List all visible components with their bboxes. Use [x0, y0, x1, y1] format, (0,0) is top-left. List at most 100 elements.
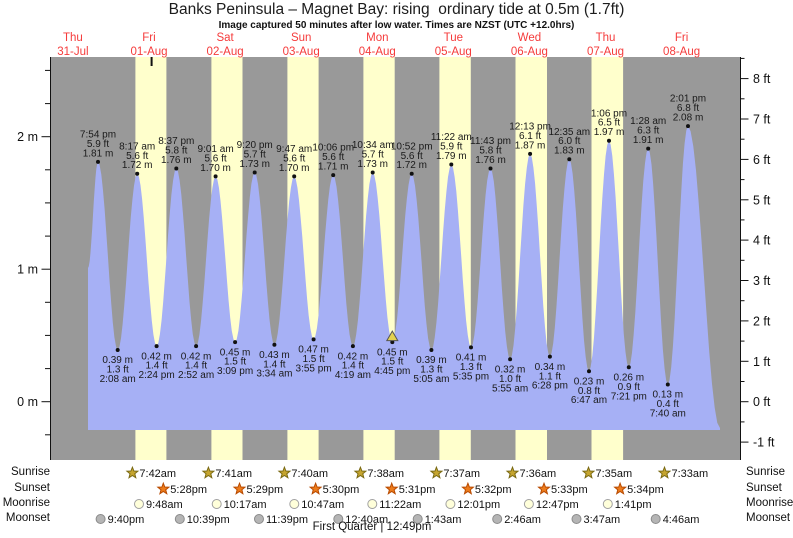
sunset-time-label: 5:30pm	[323, 484, 360, 496]
sunset-time-label: 5:33pm	[551, 484, 588, 496]
tide-low-label: 1.4 ft	[263, 359, 285, 370]
tide-high-label: 5.8 ft	[165, 146, 187, 157]
tide-point-dot	[469, 345, 473, 350]
chart-title: Banks Peninsula – Magnet Bay: rising ord…	[168, 1, 625, 18]
sunrise-time-label: 7:41am	[215, 468, 252, 480]
sunset-time-label: 5:28pm	[170, 484, 207, 496]
tide-point-dot	[233, 340, 238, 345]
moonrise-circle-icon	[134, 499, 144, 509]
moon-phase-label: First Quarter | 12:49pm	[312, 521, 432, 533]
moonrise-time-label: 10:47am	[301, 499, 344, 511]
sunset-row-label-left: Sunset	[14, 482, 50, 494]
tide-low-label: 1.4 ft	[145, 361, 167, 372]
moonset-time-label: 9:40pm	[108, 514, 145, 526]
moonrise-circle-icon	[289, 499, 300, 509]
tide-high-label: 1.72 m	[122, 160, 153, 171]
tide-high-label: 5.8 ft	[479, 146, 501, 157]
sunset-star-icon	[156, 481, 171, 495]
tide-high-label: 6.8 ft	[677, 103, 699, 114]
tide-high-label: 10:34 am	[352, 140, 394, 151]
tide-point-dot	[567, 157, 572, 162]
sunrise-time-label: 7:37am	[443, 468, 480, 480]
right-axis-tick-label: 2 ft	[753, 314, 771, 328]
right-axis-tick-label: 7 ft	[753, 113, 771, 127]
moonset-time-label: 4:46am	[663, 514, 700, 526]
sunrise-time-label: 7:38am	[367, 468, 404, 480]
tide-low-label: 0.9 ft	[618, 382, 640, 393]
day-date-label: 05-Aug	[435, 46, 472, 58]
moonset-time-label: 3:47am	[584, 514, 621, 526]
sunset-star-icon	[461, 481, 475, 495]
moonrise-time-label: 9:48am	[146, 499, 183, 511]
moonset-circle-icon	[492, 514, 503, 524]
chart-subtitle: Image captured 50 minutes after low wate…	[218, 20, 575, 31]
tide-low-label: 0.45 m	[220, 347, 251, 358]
tide-high-label: 1.76 m	[161, 155, 192, 166]
day-date-label: 02-Aug	[207, 46, 244, 58]
tide-low-label: 0.8 ft	[578, 386, 600, 397]
sunrise-star-icon	[201, 465, 216, 479]
tide-low-label: 0.32 m	[495, 365, 526, 376]
tide-point-dot	[194, 344, 199, 349]
tide-point-dot	[331, 173, 336, 178]
tide-high-label: 7:54 pm	[80, 130, 116, 141]
tide-low-label: 1.3 ft	[420, 365, 442, 376]
sunset-star-icon	[613, 481, 628, 495]
tide-low-label: 0.23 m	[574, 376, 605, 387]
tide-high-label: 5.9 ft	[87, 139, 109, 150]
sunrise-time-label: 7:42am	[139, 468, 176, 480]
tide-point-dot	[272, 342, 277, 347]
tide-low-label: 0.42 m	[141, 351, 172, 362]
moonset-time-label: 1:43am	[425, 514, 462, 526]
sunrise-star-icon	[657, 465, 672, 479]
day-name-label: Fri	[675, 32, 688, 44]
tide-high-label: 5.7 ft	[244, 150, 266, 161]
tide-low-label: 2:24 pm	[139, 370, 175, 381]
right-axis-tick-label: -1 ft	[753, 436, 775, 450]
tide-high-label: 1.97 m	[594, 127, 625, 138]
moonset-circle-icon	[412, 514, 423, 524]
tide-low-label: 1.4 ft	[342, 361, 364, 372]
moonrise-time-label: 10:17am	[224, 499, 267, 511]
tide-low-label: 0.26 m	[614, 372, 645, 383]
moonset-circle-icon	[174, 514, 185, 524]
tide-low-label: 0.39 m	[416, 355, 447, 366]
moonset-time-label: 12:40am	[345, 514, 388, 526]
right-axis-tick-label: 4 ft	[753, 234, 771, 248]
day-name-label: Sat	[216, 32, 234, 44]
tide-high-label: 1.72 m	[396, 160, 427, 171]
day-date-label: 07-Aug	[587, 46, 624, 58]
tide-high-label: 2:01 pm	[670, 94, 706, 105]
sunrise-star-icon	[505, 465, 520, 479]
moonset-time-label: 2:46am	[504, 514, 541, 526]
tide-low-label: 0.43 m	[259, 350, 290, 361]
right-axis-tick-label: 3 ft	[753, 274, 771, 288]
sunset-star-icon	[232, 481, 247, 495]
moonset-circle-icon	[571, 514, 582, 524]
tide-high-label: 6.1 ft	[519, 131, 541, 142]
tide-low-label: 0.42 m	[338, 351, 369, 362]
tide-low-label: 1.5 ft	[302, 354, 324, 365]
tide-point-dot	[252, 170, 257, 175]
day-name-label: Tue	[444, 32, 463, 44]
moonrise-circle-icon	[523, 499, 534, 509]
tide-low-label: 1.3 ft	[460, 362, 482, 373]
day-date-label: 06-Aug	[511, 46, 548, 58]
tide-high-label: 1.83 m	[554, 146, 585, 157]
sunset-time-label: 5:31pm	[399, 484, 436, 496]
tide-point-dot	[409, 171, 414, 176]
tide-point-dot	[154, 344, 159, 349]
tide-point-dot	[174, 166, 179, 171]
tide-high-label: 2.08 m	[673, 113, 704, 124]
tide-low-label: 6:47 am	[571, 395, 607, 406]
tide-low-label: 1.1 ft	[539, 371, 561, 382]
moonset-time-label: 11:39pm	[266, 514, 308, 526]
moonrise-time-label: 12:01pm	[457, 499, 500, 511]
sunrise-star-icon	[429, 465, 444, 479]
sunrise-star-icon	[277, 465, 292, 479]
tide-point-dot	[508, 357, 513, 362]
sunset-time-label: 5:34pm	[627, 484, 664, 496]
moonrise-time-label: 12:47pm	[536, 499, 579, 511]
tide-point-dot	[311, 337, 316, 342]
